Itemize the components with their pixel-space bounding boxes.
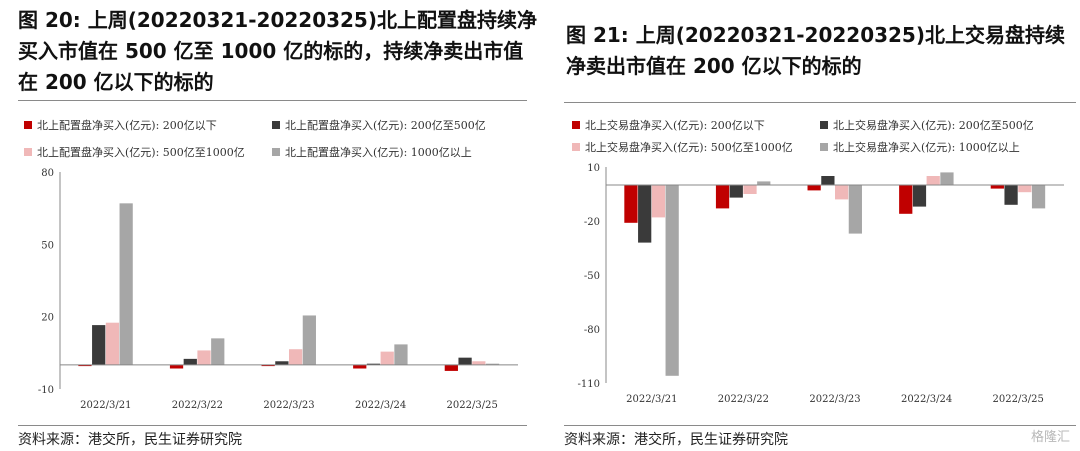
- bar-1-2-0: [807, 185, 821, 191]
- y-tick-label-1-3: -20: [584, 217, 600, 228]
- bar-1-2-1: [821, 176, 835, 185]
- bar-1-4-0: [990, 185, 1004, 189]
- bar-0-0-1: [92, 325, 106, 365]
- bar-0-4-0: [444, 364, 458, 371]
- bar-0-3-3: [394, 344, 408, 365]
- bar-0-4-2: [472, 361, 486, 365]
- figure-21-title: 图 21: 上周(20220321-20220325)北上交易盘持续净卖出市值在…: [566, 23, 1065, 78]
- bar-1-0-1: [638, 185, 652, 243]
- x-tick-label-1-1: 2022/3/22: [718, 394, 769, 405]
- bar-0-3-1: [366, 363, 381, 365]
- y-tick-label-1-0: -110: [578, 379, 600, 390]
- x-tick-label-1-4: 2022/3/25: [993, 394, 1044, 405]
- bar-0-2-1: [275, 361, 289, 365]
- x-tick-label-1-3: 2022/3/24: [901, 394, 952, 405]
- source-divider-right: [564, 425, 1076, 426]
- chart-figure-20: 北上配置盘净买入(亿元): 200亿以下 北上配置盘净买入(亿元): 200亿至5…: [24, 118, 518, 411]
- figure-20-title: 图 20: 上周(20220321-20220325)北上配置盘持续净买入市值在…: [18, 8, 537, 94]
- bar-0-1-1: [183, 358, 197, 365]
- legend-swatch-0-2: [24, 148, 32, 156]
- bar-0-0-3: [119, 203, 133, 365]
- x-tick-label-1-0: 2022/3/21: [626, 394, 677, 405]
- legend-label-0-2: 北上配置盘净买入(亿元): 500亿至1000亿: [37, 145, 245, 159]
- bar-1-1-2: [743, 185, 757, 194]
- y-tick-label-1-2: -50: [584, 271, 600, 282]
- bar-1-4-1: [1004, 185, 1018, 205]
- legend-swatch-0-3: [272, 148, 280, 156]
- title-divider-right: [564, 102, 1076, 103]
- x-tick-label-0-0: 2022/3/21: [80, 400, 131, 411]
- title-divider-left: [18, 100, 527, 101]
- bar-1-3-0: [899, 185, 913, 214]
- bar-0-0-2: [105, 322, 120, 365]
- legend-swatch-1-1: [820, 121, 828, 129]
- bar-1-4-3: [1031, 185, 1046, 209]
- bar-1-1-1: [729, 185, 743, 198]
- y-tick-label-0-3: 80: [41, 168, 54, 179]
- bar-0-2-3: [302, 315, 316, 365]
- source-note-left: 资料来源：港交所，民生证券研究院: [18, 432, 242, 448]
- bar-1-0-2: [651, 185, 666, 218]
- bar-0-1-3: [211, 338, 225, 365]
- legend-label-0-1: 北上配置盘净买入(亿元): 200亿至500亿: [285, 118, 486, 132]
- bar-0-0-0: [78, 364, 92, 367]
- legend-swatch-0-0: [24, 121, 32, 129]
- bar-1-1-0: [715, 185, 730, 209]
- bar-1-0-0: [624, 185, 638, 223]
- bar-1-3-1: [912, 185, 927, 207]
- x-tick-label-1-2: 2022/3/23: [809, 394, 860, 405]
- bar-1-0-3: [665, 185, 679, 376]
- bar-1-3-2: [926, 176, 940, 185]
- bar-0-3-0: [353, 364, 367, 369]
- bar-0-4-3: [485, 363, 500, 365]
- bar-0-2-0: [261, 364, 275, 367]
- y-tick-label-1-1: -80: [584, 325, 600, 336]
- bar-1-4-2: [1018, 185, 1032, 193]
- bar-0-1-0: [169, 364, 184, 369]
- y-tick-label-0-0: -10: [38, 385, 54, 396]
- watermark-logo: 格隆汇: [1030, 430, 1070, 445]
- chart-figure-21: 北上交易盘净买入(亿元): 200亿以下 北上交易盘净买入(亿元): 200亿至5…: [572, 118, 1064, 405]
- y-tick-label-1-4: 10: [587, 163, 600, 174]
- legend-label-1-3: 北上交易盘净买入(亿元): 1000亿以上: [833, 140, 1020, 154]
- x-tick-label-0-4: 2022/3/25: [447, 400, 498, 411]
- y-tick-label-0-2: 50: [41, 240, 54, 251]
- legend-swatch-1-2: [572, 143, 580, 151]
- legend-label-0-0: 北上配置盘净买入(亿元): 200亿以下: [37, 118, 217, 132]
- bar-1-2-3: [848, 185, 862, 234]
- x-tick-label-0-1: 2022/3/22: [172, 400, 223, 411]
- bar-0-1-2: [197, 350, 211, 365]
- x-tick-label-0-2: 2022/3/23: [263, 400, 314, 411]
- legend-swatch-0-1: [272, 121, 280, 129]
- legend-label-1-2: 北上交易盘净买入(亿元): 500亿至1000亿: [585, 140, 793, 154]
- legend-swatch-1-0: [572, 121, 580, 129]
- bar-0-3-2: [380, 351, 394, 365]
- source-note-right: 资料来源：港交所，民生证券研究院: [564, 432, 788, 448]
- bar-1-2-2: [835, 185, 849, 200]
- x-tick-label-0-3: 2022/3/24: [355, 400, 406, 411]
- bar-0-4-1: [458, 357, 472, 365]
- legend-label-1-0: 北上交易盘净买入(亿元): 200亿以下: [585, 118, 765, 132]
- bar-1-3-3: [940, 172, 954, 185]
- bar-1-1-3: [757, 181, 771, 185]
- y-tick-label-0-1: 20: [41, 313, 54, 324]
- legend-label-0-3: 北上配置盘净买入(亿元): 1000亿以上: [285, 145, 472, 159]
- source-divider-left: [18, 425, 527, 426]
- legend-label-1-1: 北上交易盘净买入(亿元): 200亿至500亿: [833, 118, 1034, 132]
- legend-swatch-1-3: [820, 143, 828, 151]
- bar-0-2-2: [289, 349, 303, 365]
